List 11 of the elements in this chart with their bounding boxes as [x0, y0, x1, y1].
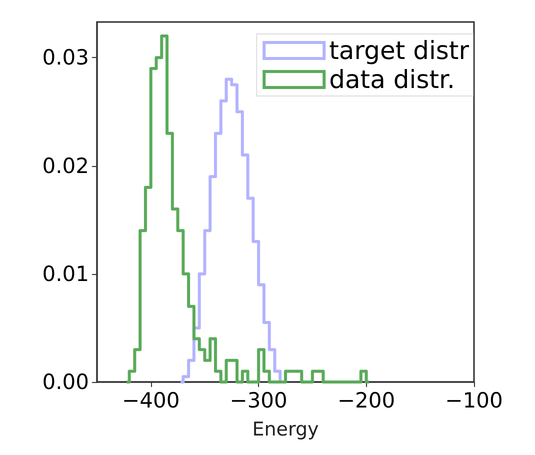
y-tick-label: 0.02	[42, 154, 89, 178]
x-tick-label: −100	[445, 388, 503, 412]
legend-label: data distr.	[329, 65, 455, 94]
y-tick-label: 0.01	[42, 262, 89, 286]
x-tick-label: −400	[122, 388, 180, 412]
x-tick-label: −300	[230, 388, 288, 412]
x-axis-title: Energy	[252, 418, 319, 440]
y-tick-label: 0.00	[42, 370, 89, 394]
x-tick-label: −200	[337, 388, 396, 412]
y-tick-label: 0.03	[42, 46, 89, 70]
legend-label: target distr	[329, 36, 470, 65]
